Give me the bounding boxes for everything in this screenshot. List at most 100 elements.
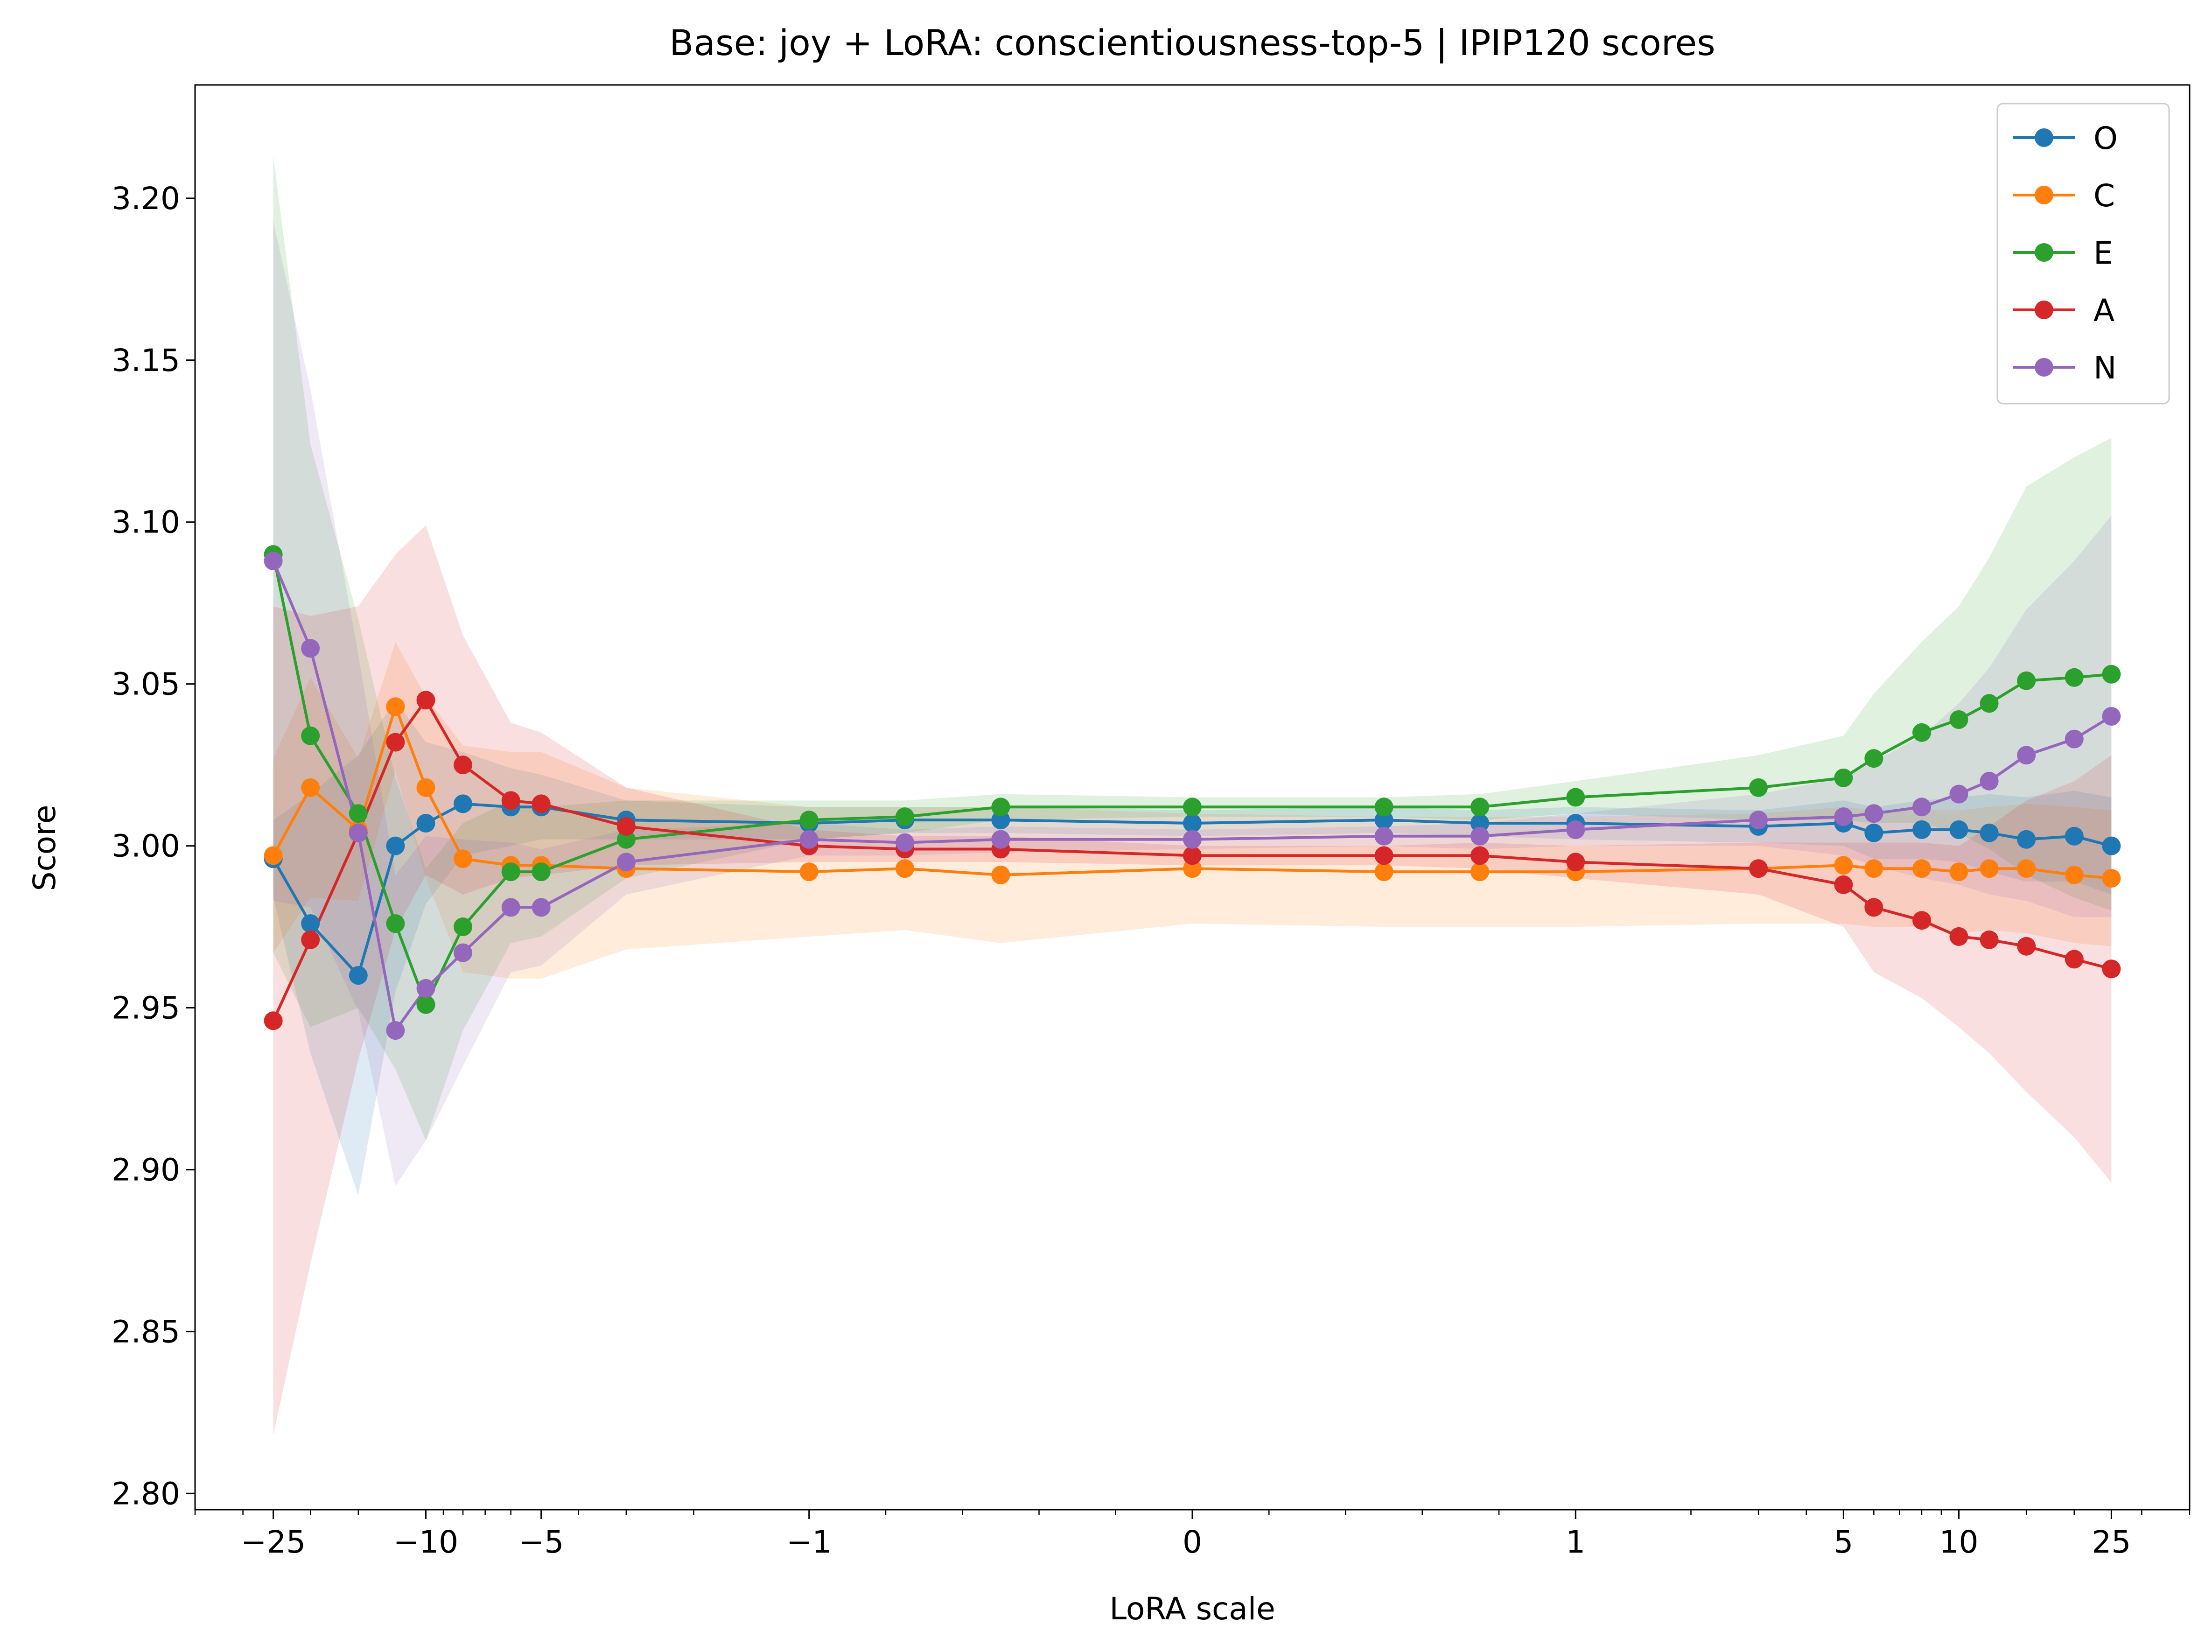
point-A	[501, 791, 520, 810]
point-E	[301, 726, 320, 745]
x-tick-label: 0	[1183, 1524, 1202, 1560]
x-tick-label: 25	[2092, 1524, 2131, 1560]
point-N	[349, 823, 368, 842]
point-N	[2017, 746, 2036, 765]
point-A	[386, 733, 405, 752]
point-A	[1949, 927, 1968, 946]
point-A	[2102, 959, 2121, 979]
point-E	[416, 995, 435, 1014]
point-O	[1183, 814, 1202, 833]
point-A	[1566, 853, 1585, 872]
point-N	[416, 979, 435, 998]
point-C	[799, 862, 819, 882]
point-O	[1470, 814, 1489, 833]
y-tick-label: 3.20	[112, 181, 180, 217]
x-tick-label: 5	[1834, 1524, 1853, 1560]
point-E	[1566, 788, 1585, 807]
y-axis: 2.80 2.85 2.90 2.95 3.00 3.05 3.10 3.15 3.20	[112, 181, 195, 1512]
point-E	[1912, 723, 1931, 742]
y-tick-label: 2.95	[112, 990, 180, 1026]
point-A	[1834, 875, 1853, 894]
x-axis: −25 −10 −5 −1 0 1 5 10 25	[194, 1510, 2191, 1560]
point-N	[896, 833, 914, 852]
point-A	[454, 756, 472, 775]
point-O	[1980, 823, 1999, 842]
point-E	[386, 914, 405, 933]
legend-marker-E	[2035, 243, 2053, 262]
legend-marker-A	[2035, 301, 2053, 319]
point-O	[2065, 826, 2084, 846]
point-O	[991, 811, 1010, 830]
point-C	[1864, 859, 1883, 878]
y-tick-label: 3.15	[112, 343, 180, 378]
point-C	[2065, 866, 2084, 884]
point-E	[454, 917, 472, 936]
point-E	[1980, 694, 1999, 713]
point-A	[1980, 930, 1999, 949]
point-N	[454, 943, 472, 962]
point-C	[896, 859, 914, 878]
point-N	[1980, 771, 1999, 791]
point-E	[1374, 798, 1393, 817]
legend-label-E: E	[2093, 235, 2113, 271]
legend-marker-C	[2035, 186, 2053, 204]
point-E	[2065, 668, 2084, 687]
point-N	[1834, 807, 1853, 826]
point-C	[1912, 859, 1931, 878]
point-E	[991, 798, 1010, 817]
point-A	[2065, 950, 2084, 969]
point-O	[2017, 830, 2036, 849]
point-N	[2065, 729, 2084, 749]
legend-label-A: A	[2093, 293, 2114, 329]
chart-title: Base: joy + LoRA: conscientiousness-top-…	[669, 22, 1715, 64]
point-C	[386, 697, 405, 716]
point-E	[501, 862, 520, 882]
point-A	[1374, 846, 1393, 865]
y-tick-label: 3.00	[112, 828, 180, 864]
y-tick-label: 3.10	[112, 504, 180, 540]
point-A	[264, 1011, 283, 1030]
point-N	[301, 639, 320, 658]
point-C	[2017, 859, 2036, 878]
point-C	[1470, 862, 1489, 882]
x-tick-label: −25	[241, 1524, 306, 1560]
point-C	[1834, 856, 1853, 875]
point-E	[1834, 768, 1853, 787]
y-tick-label: 2.85	[112, 1314, 180, 1350]
point-O	[1912, 820, 1931, 839]
point-E	[349, 804, 368, 823]
point-N	[799, 830, 819, 849]
point-N	[2102, 707, 2121, 726]
point-O	[349, 966, 368, 985]
point-N	[1566, 820, 1585, 839]
point-O	[2102, 836, 2121, 855]
point-A	[2017, 937, 2036, 956]
legend-marker-N	[2035, 358, 2053, 377]
point-A	[1912, 911, 1931, 930]
legend-label-N: N	[2093, 350, 2116, 386]
point-A	[1749, 859, 1768, 878]
point-E	[896, 807, 914, 826]
point-C	[416, 778, 435, 797]
x-tick-label: −10	[393, 1524, 458, 1560]
legend-label-C: C	[2093, 178, 2115, 214]
point-N	[532, 898, 551, 917]
x-tick-label: 10	[1939, 1524, 1979, 1560]
point-A	[1470, 846, 1489, 865]
legend-frame	[1996, 103, 2170, 405]
point-A	[416, 691, 435, 710]
series-points	[264, 545, 2121, 1040]
point-N	[1864, 804, 1883, 823]
legend-label-O: O	[2093, 120, 2118, 156]
point-N	[264, 552, 283, 570]
point-O	[1864, 823, 1883, 842]
point-N	[1749, 811, 1768, 830]
point-N	[1470, 826, 1489, 846]
point-A	[1864, 898, 1883, 917]
point-O	[386, 836, 405, 855]
point-O	[1949, 820, 1968, 839]
x-axis-label: LoRA scale	[1109, 1591, 1275, 1627]
point-C	[301, 778, 320, 797]
x-tick-label: −1	[786, 1524, 832, 1560]
